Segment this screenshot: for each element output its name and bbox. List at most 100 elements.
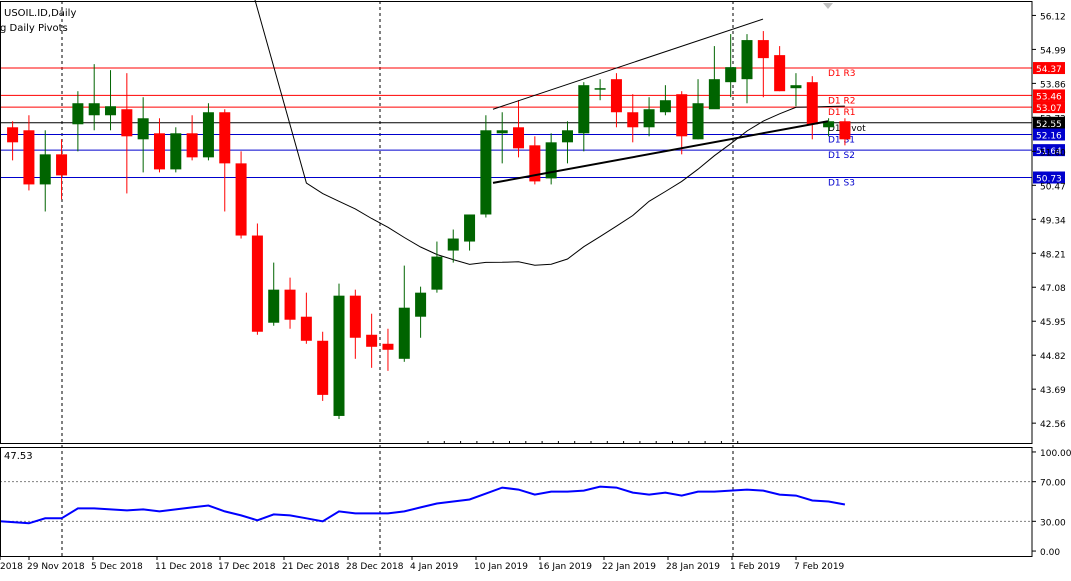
candle-body[interactable] (219, 112, 231, 164)
oscillator-value: 47.53 (4, 451, 33, 462)
candle-body[interactable] (105, 106, 117, 116)
price-tick-label: 56.12 (1040, 12, 1066, 22)
candle-body[interactable] (186, 133, 198, 158)
price-panel-frame (0, 1, 1033, 444)
candle-body[interactable] (610, 79, 622, 113)
date-tick-label: 16 Jan 2019 (538, 562, 592, 572)
oscillator-tick-label: 30.00 (1040, 518, 1066, 528)
price-badge (1033, 62, 1065, 75)
candle-body[interactable] (806, 82, 818, 125)
date-tick-label: 11 Dec 2018 (155, 562, 213, 572)
pivot-label: D1 R1 (828, 108, 856, 118)
candle-body[interactable] (659, 100, 671, 113)
candle-body[interactable] (431, 256, 443, 290)
candle-body[interactable] (594, 88, 606, 90)
price-tick-label: 52.73 (1040, 114, 1066, 124)
date-tick-label: 10 Jan 2019 (474, 562, 528, 572)
candle-body[interactable] (137, 118, 149, 140)
candle-body[interactable] (398, 307, 410, 359)
candle-body[interactable] (692, 103, 704, 140)
date-tick-label: 17 Dec 2018 (218, 562, 276, 572)
candle-body[interactable] (464, 214, 476, 242)
candle-body[interactable] (447, 238, 459, 251)
price-badge (1033, 89, 1065, 102)
candle-body[interactable] (839, 121, 851, 140)
price-badge (1033, 171, 1065, 184)
price-badge-label: 52.55 (1036, 120, 1062, 130)
price-badge-label: 53.07 (1036, 104, 1062, 114)
price-tick-label: 47.08 (1040, 284, 1066, 294)
candle-body[interactable] (121, 109, 133, 137)
candle-body[interactable] (382, 343, 394, 350)
price-tick-label: 49.34 (1040, 216, 1066, 226)
date-tick-label: 2018 (0, 562, 23, 572)
date-tick-label: 28 Jan 2019 (666, 562, 720, 572)
price-tick-label: 44.82 (1040, 352, 1066, 362)
price-badge (1033, 144, 1065, 157)
candle-body[interactable] (676, 94, 688, 137)
candle-body[interactable] (774, 55, 786, 92)
price-badge-label: 54.37 (1036, 65, 1062, 75)
candle-body[interactable] (578, 85, 590, 134)
candle-body[interactable] (284, 289, 296, 320)
resistance-trendline[interactable] (492, 18, 764, 110)
candle-body[interactable] (7, 127, 19, 143)
candle-body[interactable] (202, 112, 214, 158)
price-badge-label: 51.64 (1036, 147, 1062, 157)
candle-body[interactable] (545, 142, 557, 179)
candle-body[interactable] (235, 163, 247, 236)
candle-body[interactable] (627, 112, 639, 128)
price-tick-label: 48.21 (1040, 250, 1066, 260)
oscillator-line[interactable] (0, 485, 846, 525)
date-tick-label: 5 Dec 2018 (91, 562, 143, 572)
shift-marker-icon[interactable] (823, 3, 833, 9)
candle-body[interactable] (88, 103, 100, 116)
price-tick-label: 43.69 (1040, 386, 1066, 396)
candle-body[interactable] (153, 133, 165, 170)
candle-body[interactable] (366, 334, 378, 347)
candle-body[interactable] (823, 121, 835, 128)
moving-average-line (254, 0, 845, 266)
price-tick-label: 50.47 (1040, 182, 1066, 192)
candle-body[interactable] (757, 40, 769, 59)
candle-body[interactable] (170, 133, 182, 170)
date-tick-label: 28 Dec 2018 (346, 562, 404, 572)
candle-body[interactable] (529, 145, 541, 182)
price-badge-label: 53.46 (1036, 92, 1062, 102)
candle-body[interactable] (561, 130, 573, 143)
candle-body[interactable] (513, 127, 525, 149)
price-badge-label: 52.16 (1036, 132, 1062, 142)
candle-body[interactable] (790, 85, 802, 89)
candle-body[interactable] (333, 295, 345, 416)
candle-body[interactable] (725, 67, 737, 83)
candle-body[interactable] (317, 340, 329, 395)
candle-body[interactable] (415, 292, 427, 317)
date-tick-label: 1 Feb 2019 (730, 562, 781, 572)
date-tick-label: 4 Jan 2019 (410, 562, 458, 572)
candle-body[interactable] (72, 103, 84, 125)
candle-body[interactable] (741, 40, 753, 80)
support-trendline[interactable] (492, 120, 829, 184)
candle-body[interactable] (39, 154, 51, 185)
candle-body[interactable] (708, 79, 720, 110)
candle-body[interactable] (56, 154, 68, 176)
candle-body[interactable] (643, 109, 655, 128)
price-badge (1033, 101, 1065, 114)
candle-body[interactable] (268, 289, 280, 323)
symbol-title: USOIL.ID,Daily (4, 8, 76, 19)
candle-body[interactable] (300, 316, 312, 341)
oscillator-panel-frame (0, 447, 1033, 557)
price-badge-label: 50.73 (1036, 174, 1062, 184)
candle-body[interactable] (480, 130, 492, 215)
price-tick-label: 54.99 (1040, 46, 1066, 56)
candle-body[interactable] (496, 130, 508, 134)
date-tick-label: 29 Nov 2018 (27, 562, 85, 572)
price-tick-label: 53.86 (1040, 80, 1066, 90)
oscillator-tick-label: 0.00 (1040, 548, 1060, 558)
candle-body[interactable] (349, 295, 361, 338)
candle-body[interactable] (23, 130, 35, 185)
candle-body[interactable] (251, 235, 263, 332)
